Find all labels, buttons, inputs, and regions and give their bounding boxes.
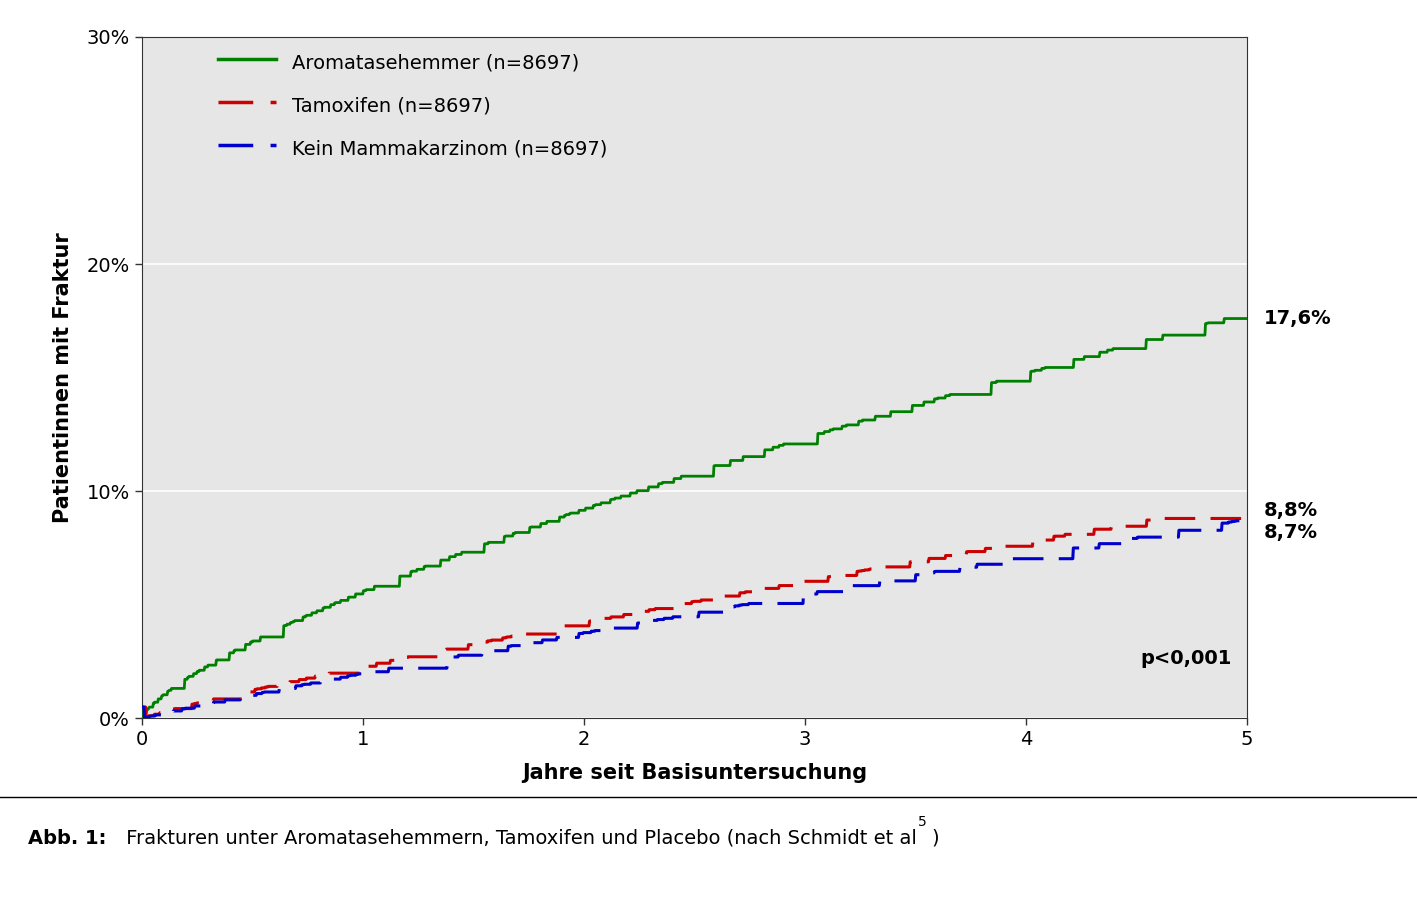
- Text: 17,6%: 17,6%: [1264, 309, 1332, 328]
- Text: 8,8%: 8,8%: [1264, 501, 1318, 520]
- Text: Abb. 1:: Abb. 1:: [28, 829, 106, 847]
- Text: 5: 5: [918, 814, 927, 829]
- Y-axis label: Patientinnen mit Fraktur: Patientinnen mit Fraktur: [52, 232, 72, 523]
- Text: Frakturen unter Aromatasehemmern, Tamoxifen und Placebo (nach Schmidt et al: Frakturen unter Aromatasehemmern, Tamoxi…: [120, 829, 917, 847]
- X-axis label: Jahre seit Basisuntersuchung: Jahre seit Basisuntersuchung: [521, 764, 867, 783]
- Text: p<0,001: p<0,001: [1141, 649, 1231, 669]
- Text: ): ): [931, 829, 938, 847]
- Text: 8,7%: 8,7%: [1264, 522, 1318, 542]
- Legend: Aromatasehemmer (n=8697), Tamoxifen (n=8697), Kein Mammakarzinom (n=8697): Aromatasehemmer (n=8697), Tamoxifen (n=8…: [218, 50, 606, 160]
